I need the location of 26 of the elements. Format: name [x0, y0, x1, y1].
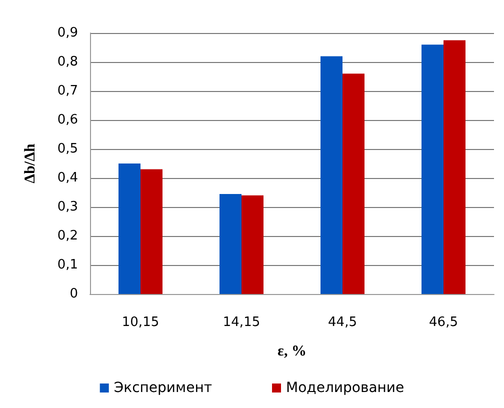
y-tick-label: 0,5 — [57, 142, 78, 156]
legend-label: Моделирование — [286, 380, 404, 396]
y-axis-title: Δb/Δh — [22, 143, 38, 184]
x-tick-label: 44,5 — [328, 315, 357, 330]
bar — [220, 194, 242, 294]
y-tick-label: 0,3 — [57, 200, 78, 214]
y-tick-label: 0 — [70, 286, 78, 302]
bar — [320, 56, 342, 294]
bar — [422, 44, 444, 294]
y-tick-label: 0,1 — [57, 258, 78, 272]
bar — [140, 169, 162, 294]
bar — [342, 74, 364, 294]
bar — [242, 195, 264, 294]
y-tick-label: 0,4 — [57, 170, 78, 186]
x-axis-title: ε, % — [278, 344, 306, 360]
y-tick-label: 0,6 — [57, 112, 78, 128]
x-tick-label: 46,5 — [429, 315, 458, 330]
y-tick-label: 0,9 — [57, 26, 78, 40]
y-tick-label: 0,8 — [57, 54, 78, 70]
x-tick-label: 14,15 — [222, 315, 260, 330]
y-tick-label: 0,7 — [57, 84, 78, 98]
bar — [444, 40, 466, 294]
bar — [118, 164, 140, 294]
x-tick-label: 10,15 — [122, 315, 160, 330]
legend-label: Эксперимент — [114, 380, 212, 396]
y-tick-label: 0,2 — [57, 228, 78, 244]
